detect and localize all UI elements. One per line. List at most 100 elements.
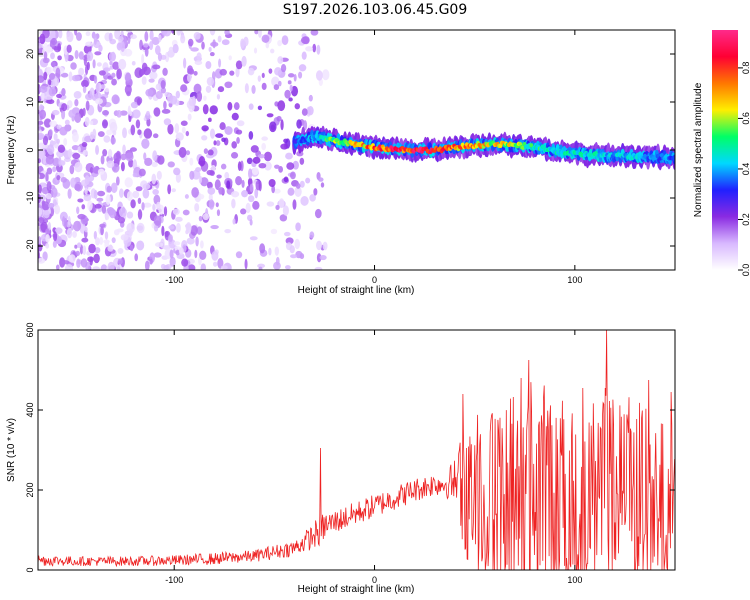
noise-blob: [143, 202, 152, 208]
noise-blob: [38, 124, 42, 131]
noise-blob: [180, 120, 188, 126]
noise-blob: [320, 182, 325, 188]
noise-blob: [94, 247, 101, 254]
noise-blob: [298, 71, 303, 79]
noise-blob: [282, 205, 289, 216]
noise-blob: [215, 133, 224, 138]
noise-blob: [227, 101, 233, 111]
noise-blob: [281, 35, 289, 46]
noise-blob: [106, 129, 113, 136]
noise-blob: [209, 128, 216, 139]
noise-blob: [235, 129, 243, 135]
noise-blob: [129, 244, 134, 252]
noise-blob: [115, 176, 120, 186]
noise-blob: [235, 176, 243, 186]
noise-blob: [73, 91, 82, 99]
noise-blob: [209, 170, 215, 176]
noise-blob: [153, 252, 162, 258]
noise-blob: [86, 61, 90, 71]
noise-blob: [87, 200, 93, 211]
noise-blob: [274, 246, 280, 256]
noise-blob: [284, 89, 291, 99]
noise-blob: [231, 112, 239, 121]
noise-blob: [215, 140, 221, 147]
colorbar-axes: 0.0 0.2 0.4 0.6 0.8: [738, 62, 750, 276]
noise-blob: [247, 67, 255, 76]
noise-blob: [181, 126, 186, 134]
noise-blob: [92, 266, 101, 270]
noise-blob: [141, 76, 147, 85]
noise-blob: [101, 119, 108, 129]
noise-blob: [169, 249, 174, 259]
noise-blob: [85, 100, 90, 111]
noise-blob: [141, 138, 150, 149]
spectrogram-x-tick-label: -100: [165, 275, 183, 285]
noise-blob: [169, 256, 176, 267]
noise-blob: [208, 47, 212, 52]
noise-blob: [46, 66, 51, 75]
noise-blob: [47, 144, 55, 155]
noise-blob: [142, 183, 151, 190]
noise-blob: [156, 201, 161, 211]
noise-blob: [251, 167, 259, 176]
noise-blob: [45, 192, 52, 200]
noise-blob: [56, 93, 63, 99]
noise-blob: [74, 30, 78, 36]
noise-blob: [198, 175, 203, 184]
noise-blob: [155, 83, 162, 91]
noise-blob: [167, 161, 175, 168]
noise-blob: [168, 225, 175, 230]
noise-blob: [122, 144, 126, 155]
noise-blob: [53, 231, 58, 242]
noise-blob: [292, 199, 297, 210]
noise-blob: [309, 194, 316, 202]
noise-blob: [180, 84, 188, 93]
noise-blob: [248, 103, 254, 110]
noise-blob: [128, 159, 134, 168]
snr-y-tick-label: 200: [25, 482, 35, 497]
noise-blob: [273, 188, 281, 194]
noise-blob: [120, 161, 125, 172]
noise-blob: [270, 228, 278, 235]
noise-blob: [132, 109, 141, 119]
noise-blob: [202, 213, 210, 221]
noise-blob: [300, 36, 310, 45]
noise-blob: [261, 136, 269, 141]
noise-blob: [100, 225, 104, 236]
noise-blob: [52, 240, 57, 248]
colorbar-tick-label: 0.6: [741, 112, 750, 125]
noise-blob: [199, 250, 207, 260]
noise-blob: [89, 120, 94, 126]
noise-blob: [315, 70, 323, 81]
noise-blob: [42, 135, 49, 146]
noise-blob: [151, 36, 160, 46]
noise-blob: [52, 157, 61, 167]
noise-blob: [216, 93, 221, 100]
noise-blob: [88, 243, 96, 254]
noise-blob: [58, 160, 66, 166]
noise-blob: [200, 263, 206, 270]
noise-blob: [144, 47, 149, 57]
noise-blob: [46, 181, 52, 192]
noise-blob: [164, 231, 169, 238]
noise-blob: [287, 80, 292, 85]
noise-blob: [86, 51, 94, 62]
noise-blob: [142, 188, 150, 199]
noise-blob: [290, 254, 298, 259]
noise-blob: [261, 82, 267, 91]
noise-blob: [126, 222, 135, 234]
noise-blob: [257, 153, 265, 159]
noise-blob: [290, 171, 296, 180]
noise-blob: [97, 131, 105, 137]
noise-blob: [143, 43, 149, 48]
noise-blob: [38, 158, 41, 164]
noise-blob: [152, 189, 159, 195]
noise-blob: [248, 168, 253, 179]
noise-blob: [74, 181, 83, 192]
noise-blob: [43, 42, 48, 48]
noise-blob: [38, 173, 41, 179]
noise-blob: [261, 142, 267, 151]
noise-blob: [220, 265, 228, 270]
spectrogram-y-tick-label: 0: [25, 147, 35, 152]
noise-blob: [257, 30, 262, 38]
